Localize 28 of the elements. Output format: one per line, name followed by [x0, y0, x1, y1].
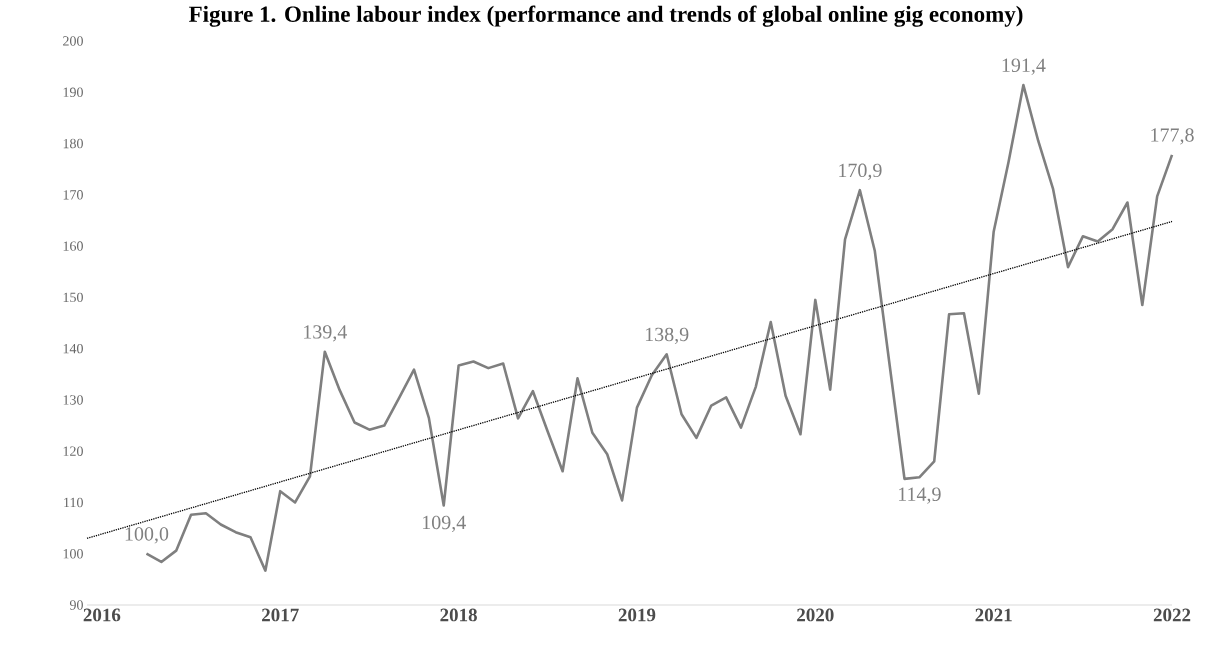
y-tick-label: 90 [69, 600, 83, 610]
data-label: 100,0 [125, 527, 169, 544]
chart-title: Figure 1. Online labour index (performance and trends of global online gig economy) [188, 5, 1023, 27]
data-label: 138,9 [645, 327, 689, 345]
y-tick-label: 120 [63, 446, 83, 456]
y-tick-label: 110 [64, 497, 83, 508]
y-tick-label: 170 [63, 190, 83, 200]
data-label: 114,9 [898, 487, 941, 504]
y-tick-label: 180 [63, 138, 83, 149]
data-label: 177,8 [1151, 128, 1194, 145]
x-tick-label: 2017 [262, 608, 299, 622]
x-tick-label: 2020 [797, 608, 834, 622]
y-tick-label: 100 [63, 549, 83, 559]
x-tick-label: 2016 [83, 608, 121, 622]
y-tick-label: 140 [63, 343, 83, 354]
data-label: 191,4 [1002, 58, 1046, 75]
y-tick-label: 160 [63, 241, 83, 251]
y-tick-label: 190 [63, 87, 83, 97]
x-tick-label: 2022 [1153, 608, 1191, 622]
y-tick-label: 150 [63, 292, 83, 303]
data-label: 170,9 [839, 163, 882, 180]
y-tick-label: 200 [63, 36, 83, 46]
x-tick-label: 2018 [440, 608, 477, 622]
x-tick-label: 2019 [618, 608, 656, 622]
data-label: 109,4 [422, 515, 466, 533]
x-tick-label: 2021 [975, 608, 1012, 622]
data-label: 139,4 [304, 325, 348, 342]
y-tick-label: 130 [63, 395, 83, 405]
